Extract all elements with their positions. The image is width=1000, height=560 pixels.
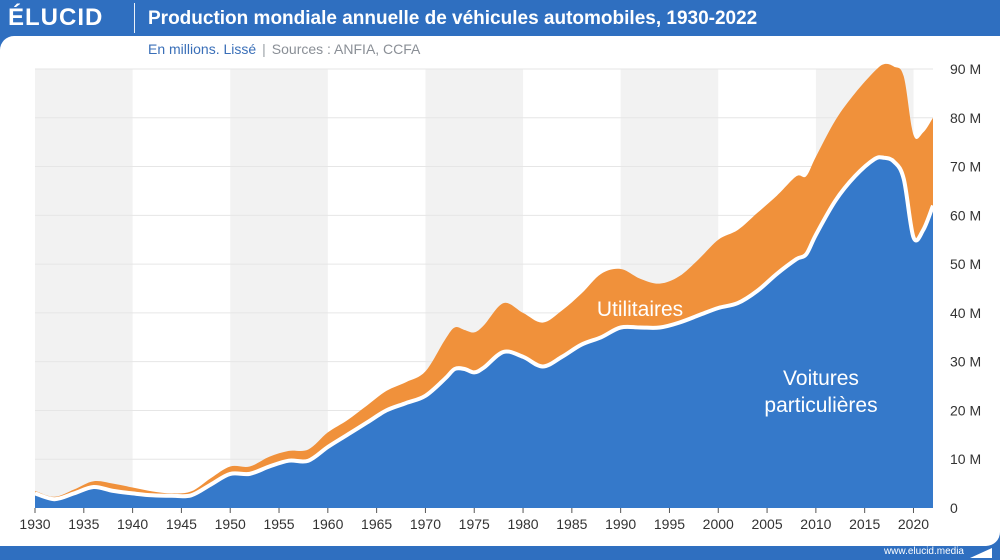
chart-title: Production mondiale annuelle de véhicule… xyxy=(148,8,758,29)
y-axis-ticks: 0 10 M 20 M 30 M 40 M 50 M 60 M 70 M 80 M 90 M xyxy=(950,61,981,516)
x-tick-label-2005: 2005 xyxy=(751,516,782,532)
y-tick-label-20: 20 M xyxy=(950,402,981,418)
y-tick-label-80: 80 M xyxy=(950,110,981,126)
brand-logo: ÉLUCID xyxy=(8,4,104,31)
chart-svg: 1930 1935 1940 1945 1950 1955 1960 1965 1970 1975… xyxy=(19,61,981,532)
x-tick-label-1950: 1950 xyxy=(215,516,246,532)
x-tick-label-1955: 1955 xyxy=(263,516,294,532)
x-tick-label-1980: 1980 xyxy=(507,516,538,532)
label-voitures: Voitures xyxy=(783,367,859,390)
logo-divider xyxy=(134,3,135,33)
x-tick-label-2000: 2000 xyxy=(703,516,734,532)
x-tick-label-2015: 2015 xyxy=(849,516,880,532)
footer-corner-icon xyxy=(970,548,992,558)
label-particulieres: particulières xyxy=(764,394,877,417)
y-tick-label-60: 60 M xyxy=(950,207,981,223)
decade-band-1950 xyxy=(230,69,328,508)
subtitle-separator: | xyxy=(262,41,266,57)
y-tick-label-90: 90 M xyxy=(950,61,981,77)
label-utilitaires: Utilitaires xyxy=(597,298,683,321)
x-tick-label-1995: 1995 xyxy=(654,516,685,532)
passenger-cars-area xyxy=(35,157,933,508)
chart-subtitle: En millions. Lissé | Sources : ANFIA, CCFA xyxy=(148,40,420,58)
y-tick-label-40: 40 M xyxy=(950,305,981,321)
header-bar: ÉLUCID Production mondiale annuelle de v… xyxy=(0,0,1000,36)
x-tick-label-1945: 1945 xyxy=(166,516,197,532)
x-tick-label-1985: 1985 xyxy=(556,516,587,532)
subtitle-units: En millions. Lissé xyxy=(148,41,257,57)
y-tick-label-50: 50 M xyxy=(950,256,981,272)
x-tick-label-2010: 2010 xyxy=(800,516,831,532)
x-tick-label-1930: 1930 xyxy=(19,516,50,532)
x-tick-label-1935: 1935 xyxy=(68,516,99,532)
footer-website: www.elucid.media xyxy=(883,546,964,557)
y-tick-label-70: 70 M xyxy=(950,159,981,175)
y-tick-label-0: 0 xyxy=(950,500,958,516)
x-tick-label-1965: 1965 xyxy=(361,516,392,532)
chart-panel: 1930 1935 1940 1945 1950 1955 1960 1965 1970 1975… xyxy=(0,36,1000,546)
x-tick-label-1960: 1960 xyxy=(312,516,343,532)
subtitle-sources: Sources : ANFIA, CCFA xyxy=(271,41,421,57)
decade-band-1930 xyxy=(35,69,133,508)
y-tick-label-30: 30 M xyxy=(950,354,981,370)
x-tick-label-1975: 1975 xyxy=(459,516,490,532)
x-axis-ticks: 1930 1935 1940 1945 1950 1955 1960 1965 1970 1975… xyxy=(19,508,929,532)
x-tick-label-2020: 2020 xyxy=(898,516,929,532)
series-boundary-line xyxy=(34,155,935,502)
x-tick-label-1940: 1940 xyxy=(117,516,148,532)
y-tick-label-10: 10 M xyxy=(950,451,981,467)
x-tick-label-1990: 1990 xyxy=(605,516,636,532)
x-tick-label-1970: 1970 xyxy=(410,516,441,532)
